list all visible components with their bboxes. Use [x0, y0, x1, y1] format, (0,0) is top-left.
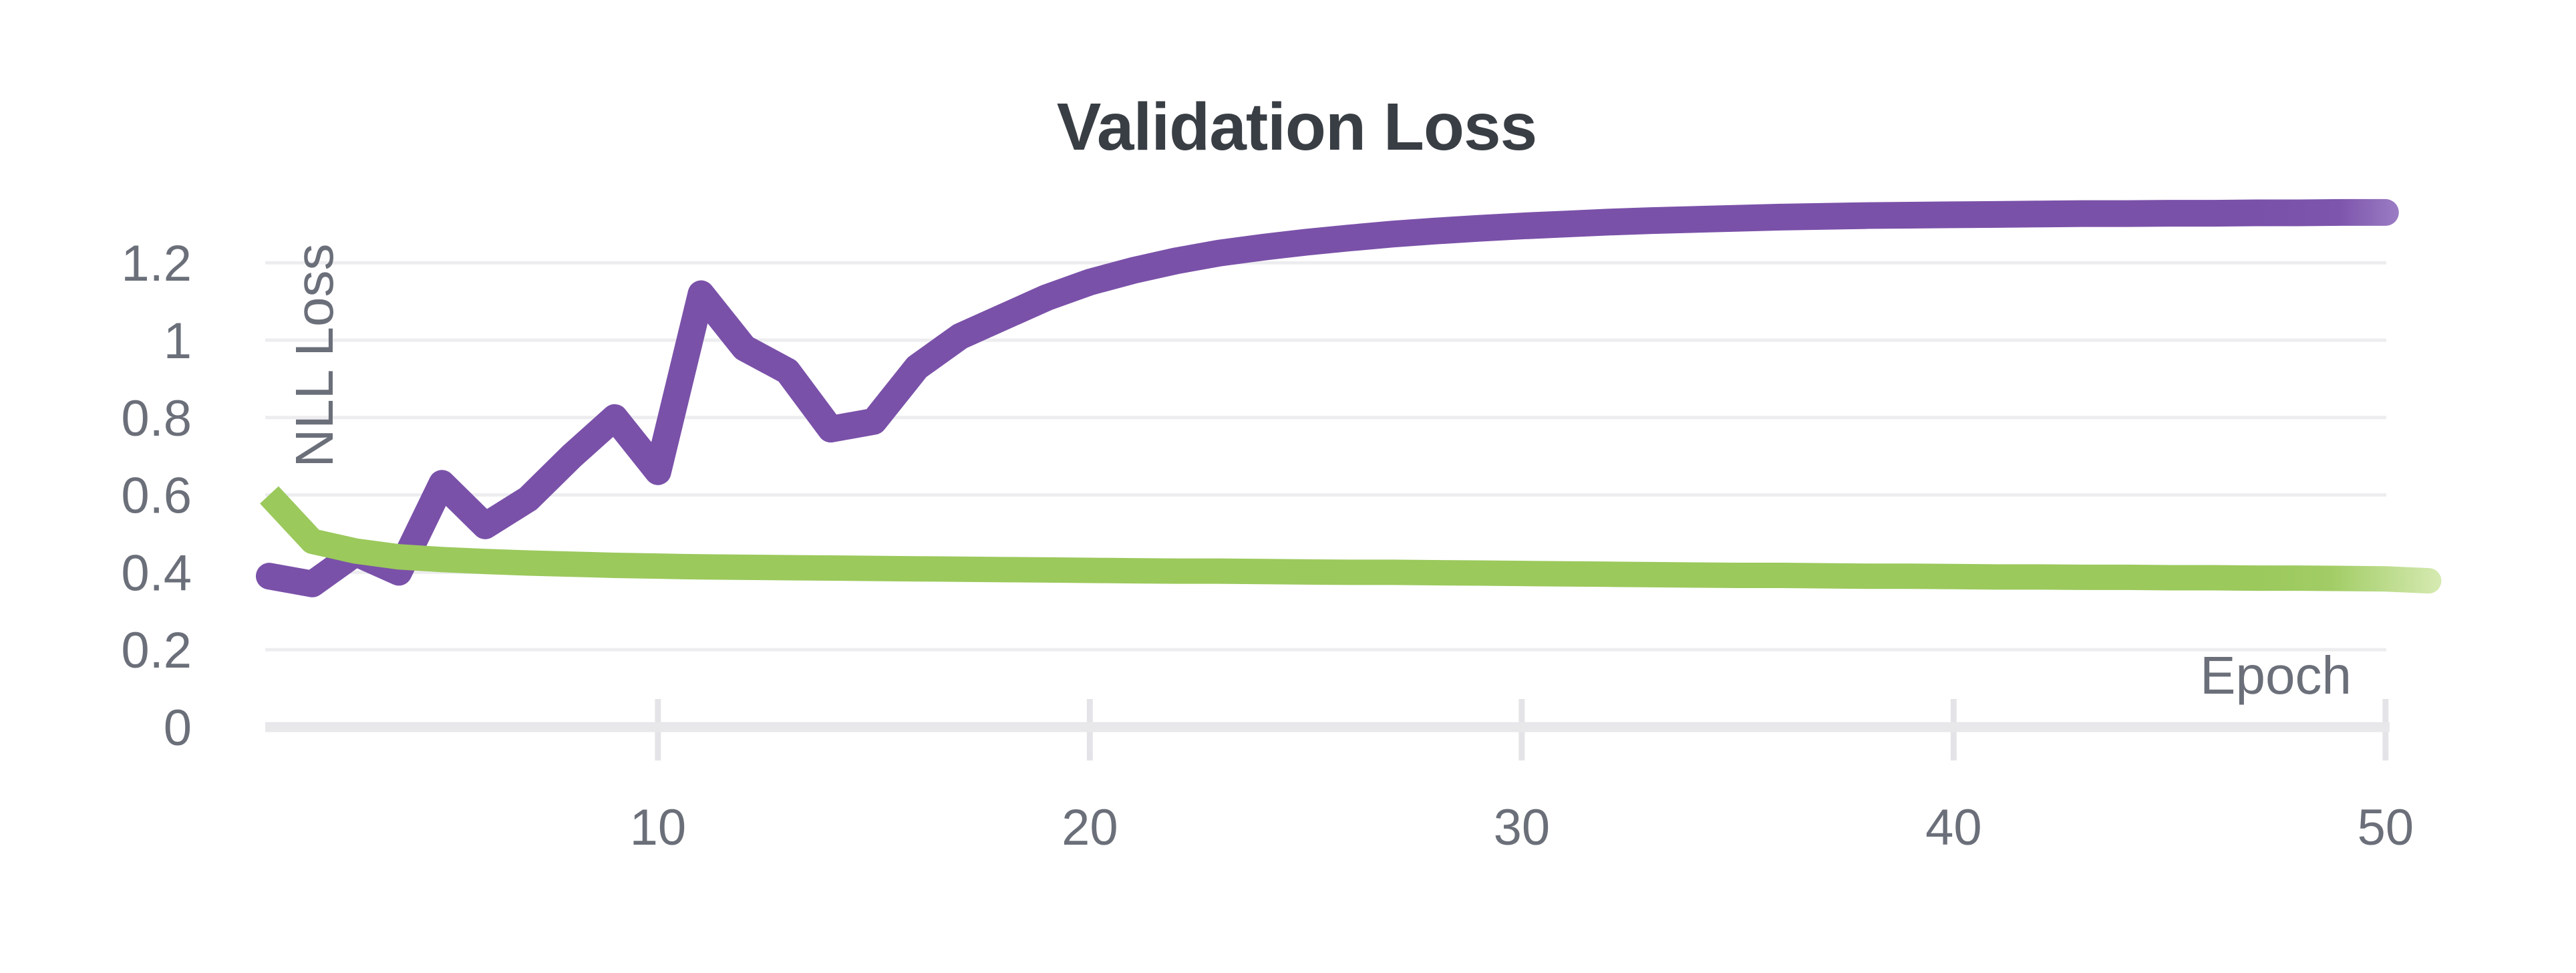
- x-tick-label: 50: [2358, 799, 2414, 856]
- y-tick-label: 1: [164, 313, 192, 370]
- y-tick-label: 0.4: [121, 545, 192, 601]
- plot-area: 0 0.2 0.4 0.6 0.8 1 1.2 10 20 30 40 50: [121, 198, 2442, 856]
- x-tick-label: 40: [1925, 799, 1982, 856]
- series-green-line-tip: [2243, 565, 2442, 594]
- chart-title: Validation Loss: [1057, 90, 1537, 164]
- x-tick-label: 10: [630, 799, 687, 856]
- y-tick-label: 1.2: [121, 235, 192, 292]
- y-tick-label: 0.8: [121, 390, 192, 447]
- y-tick-label: 0: [164, 700, 192, 756]
- y-axis-label: NLL Loss: [285, 244, 344, 468]
- y-tick-label: 0.6: [121, 468, 192, 525]
- x-axis-label: Epoch: [2200, 646, 2352, 705]
- x-tick-label: 30: [1494, 799, 1551, 856]
- series-green-line: [260, 486, 2257, 591]
- x-tick-label: 20: [1062, 799, 1118, 856]
- y-tick-label: 0.2: [121, 622, 192, 679]
- series-purple-line: [256, 199, 2269, 597]
